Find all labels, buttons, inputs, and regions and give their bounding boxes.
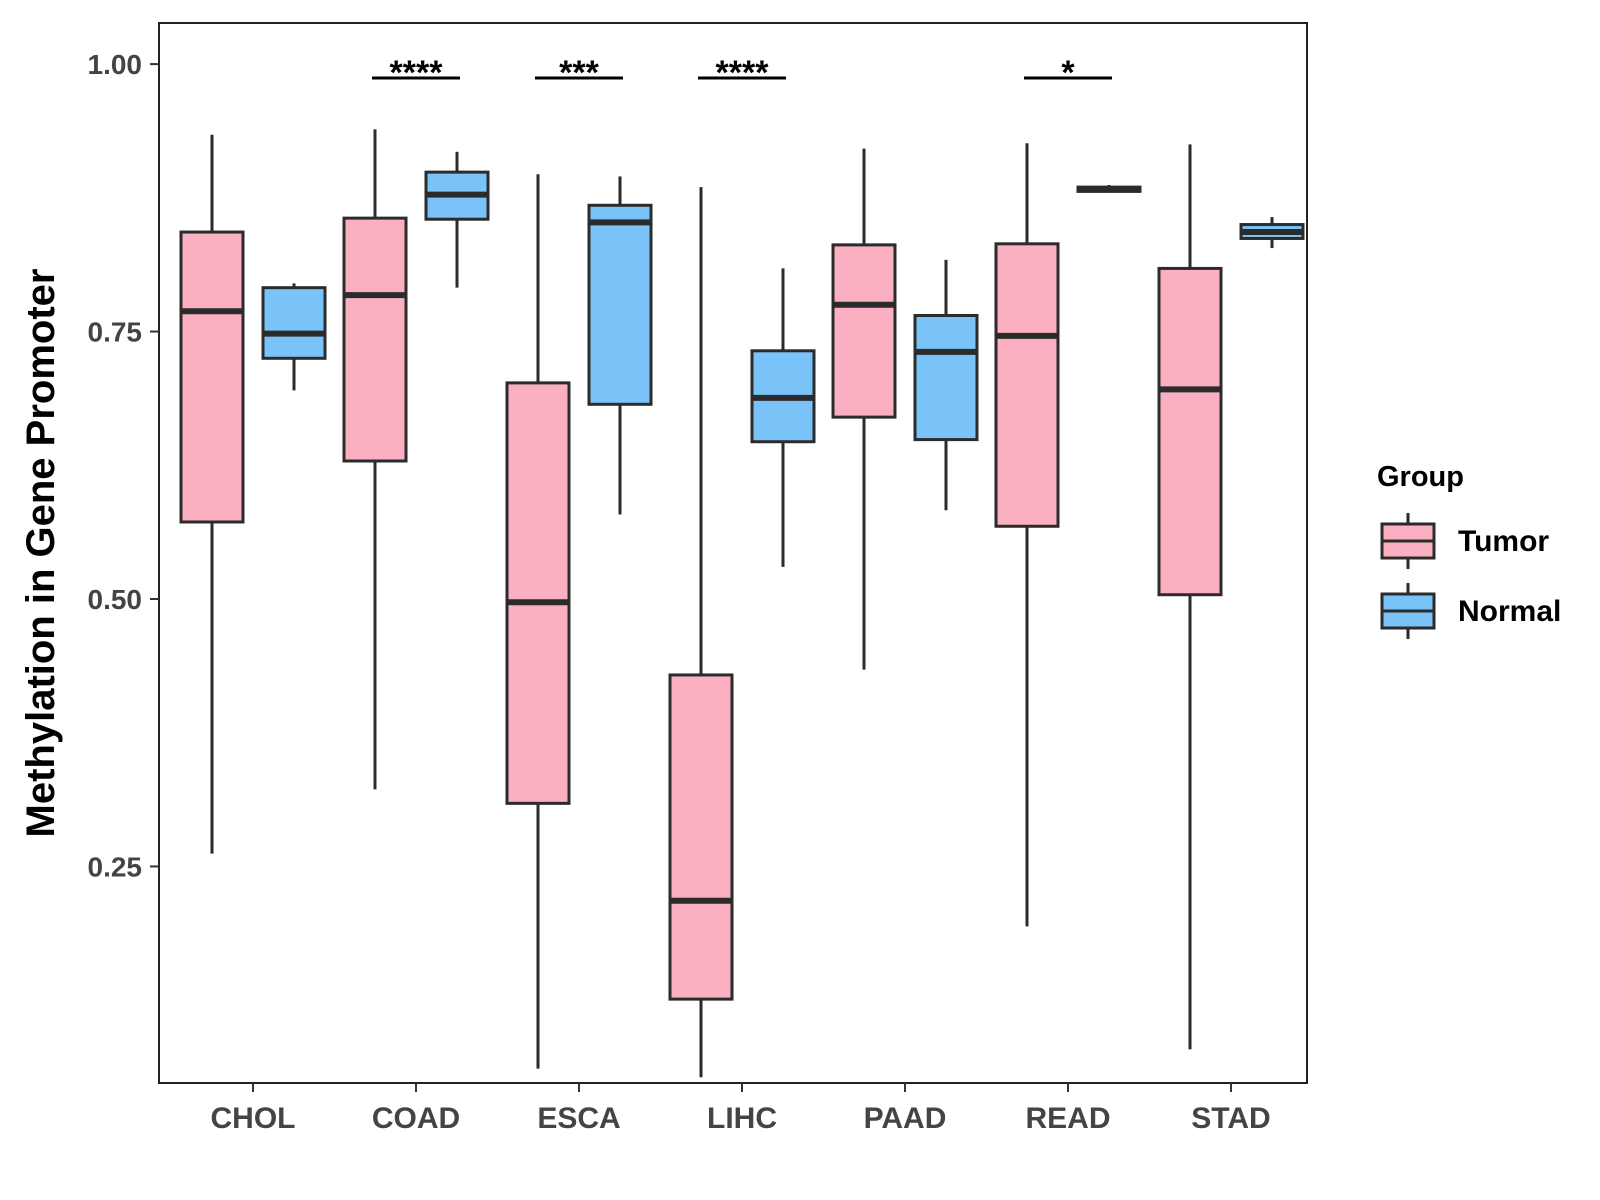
box-normal-coad <box>424 151 490 288</box>
box-tumor-coad <box>342 129 408 790</box>
box-normal-paad <box>913 259 979 511</box>
box-tumor-esca <box>505 174 571 1069</box>
significance-label: *** <box>559 54 599 92</box>
y-axis-title: Methylation in Gene Promoter <box>19 269 63 838</box>
box-iqr <box>342 216 408 463</box>
significance-label: **** <box>390 54 444 92</box>
box-tumor-chol <box>179 134 245 854</box>
box-iqr <box>587 203 653 406</box>
y-tick-label: 1.00 <box>88 49 143 80</box>
y-tick-label: 0.25 <box>88 851 143 882</box>
significance-coad: **** <box>372 54 460 92</box>
box-iqr <box>1157 266 1223 597</box>
box-iqr <box>913 313 979 442</box>
box-iqr <box>831 243 897 419</box>
y-tick-label: 0.50 <box>88 584 143 615</box>
significance-label: * <box>1061 54 1075 92</box>
x-tick-label-esca: ESCA <box>537 1102 620 1135</box>
x-tick-label-stad: STAD <box>1191 1102 1270 1135</box>
legend-label: Normal <box>1458 595 1561 628</box>
box-iqr <box>261 286 327 360</box>
significance-lihc: **** <box>698 54 786 92</box>
box-iqr <box>668 673 734 1001</box>
significance-esca: *** <box>535 54 623 92</box>
x-tick-label-read: READ <box>1025 1102 1110 1135</box>
box-normal-esca <box>587 176 653 515</box>
box-iqr <box>179 230 245 524</box>
box-iqr <box>505 381 571 805</box>
box-tumor-lihc <box>668 187 734 1078</box>
x-tick-label-lihc: LIHC <box>707 1102 777 1135</box>
box-tumor-stad <box>1157 144 1223 1050</box>
legend-entry-tumor: Tumor <box>1380 513 1549 569</box>
box-tumor-paad <box>831 148 897 670</box>
significance-read: * <box>1024 54 1112 92</box>
box-iqr <box>994 242 1060 528</box>
legend-title: Group <box>1377 461 1464 493</box>
legend-label: Tumor <box>1458 525 1549 558</box>
legend-entry-normal: Normal <box>1380 583 1561 639</box>
x-tick-label-chol: CHOL <box>211 1102 296 1135</box>
legend: Group Tumor Normal <box>1377 461 1561 639</box>
box-normal-read <box>1076 184 1142 193</box>
x-tick-label-coad: COAD <box>372 1102 460 1135</box>
x-tick-label-paad: PAAD <box>864 1102 947 1135</box>
y-tick-label: 0.75 <box>88 317 143 348</box>
significance-label: **** <box>716 54 770 92</box>
box-normal-chol <box>261 283 327 391</box>
box-normal-stad <box>1239 217 1305 249</box>
box-normal-lihc <box>750 268 816 567</box>
box-tumor-read <box>994 143 1060 927</box>
